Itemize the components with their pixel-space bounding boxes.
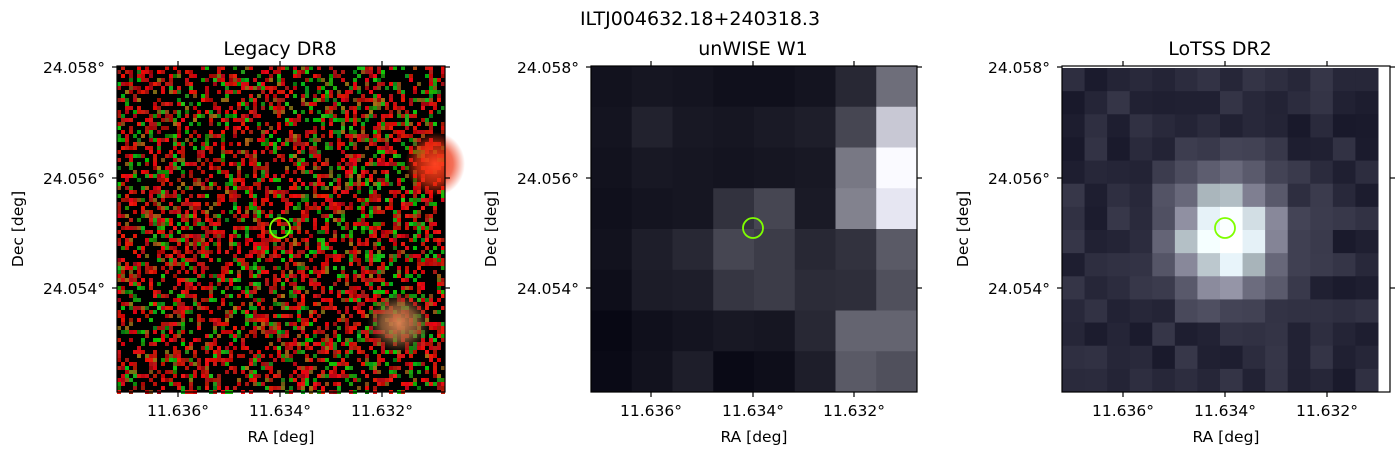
- y-axis-label: Dec [deg]: [482, 191, 500, 267]
- figure-title: ILTJ004632.18+240318.3: [579, 8, 821, 30]
- y-tick-label: 24.054°: [43, 280, 105, 298]
- y-axis-label: Dec [deg]: [954, 191, 972, 267]
- target-marker-circle: [742, 217, 764, 239]
- panel-unwise-w1: unWISE W1 11.636° 11.634° 11.632° 24.058…: [472, 0, 922, 458]
- x-tick-label: 11.634°: [249, 402, 311, 420]
- y-tick-label: 24.056°: [988, 170, 1050, 188]
- unwise-pixel-grid: [591, 66, 918, 393]
- y-tick-label: 24.056°: [43, 170, 105, 188]
- legacy-image-axes: 11.636° 11.634° 11.632° 24.058° 24.056° …: [9, 59, 465, 446]
- lotss-ticks: [1057, 61, 1395, 397]
- x-tick-label: 11.634°: [722, 402, 784, 420]
- y-tick-label: 24.056°: [517, 170, 579, 188]
- x-tick-label: 11.634°: [1194, 402, 1256, 420]
- unwise-ticks: [586, 61, 922, 397]
- target-marker-circle: [1214, 217, 1236, 239]
- galaxy-bottom-right: [367, 293, 431, 353]
- x-axis-label: RA [deg]: [248, 428, 315, 446]
- x-tick-label: 11.636°: [1092, 402, 1154, 420]
- y-tick-label: 24.054°: [517, 280, 579, 298]
- panel-lotss-dr2: LoTSS DR2 11.636° 11.634° 11.632° 24.058…: [945, 0, 1395, 458]
- x-axis-label: RA [deg]: [721, 428, 788, 446]
- y-tick-label: 24.054°: [988, 280, 1050, 298]
- y-tick-label: 24.058°: [517, 59, 579, 77]
- legacy-ticks: [112, 61, 450, 397]
- panel-title-legacy: Legacy DR8: [223, 38, 337, 60]
- unwise-image-axes: 11.636° 11.634° 11.632° 24.058° 24.056° …: [482, 59, 922, 446]
- x-axis-label: RA [deg]: [1193, 428, 1260, 446]
- target-marker-circle: [269, 217, 291, 239]
- x-tick-label: 11.636°: [147, 402, 209, 420]
- y-axis-label: Dec [deg]: [9, 191, 27, 267]
- bright-source-top-right: [405, 132, 465, 196]
- lotss-image-axes: 11.636° 11.634° 11.632° 24.058° 24.056° …: [954, 59, 1395, 446]
- y-tick-label: 24.058°: [988, 59, 1050, 77]
- lotss-pixel-grid: [1062, 68, 1379, 393]
- x-tick-label: 11.632°: [823, 402, 885, 420]
- x-tick-label: 11.632°: [1296, 402, 1358, 420]
- y-tick-label: 24.058°: [43, 59, 105, 77]
- x-tick-label: 11.636°: [620, 402, 682, 420]
- panel-title-unwise: unWISE W1: [698, 38, 808, 60]
- panel-legacy-dr8: Legacy DR8 11.636° 11.634°: [0, 0, 465, 458]
- x-tick-label: 11.632°: [351, 402, 413, 420]
- panel-title-lotss: LoTSS DR2: [1168, 38, 1272, 60]
